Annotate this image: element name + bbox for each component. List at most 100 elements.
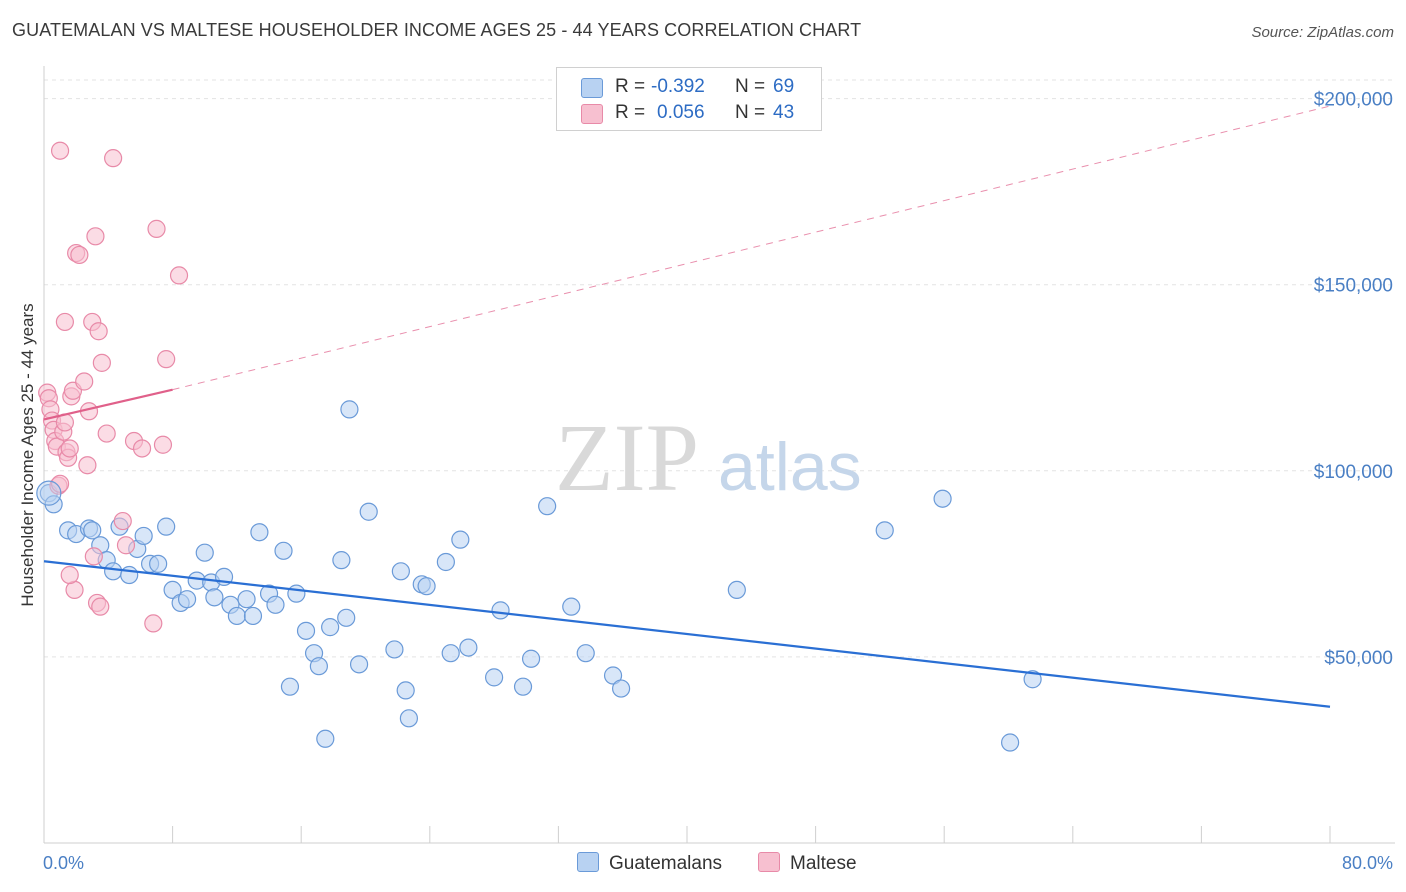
guatemalan-point <box>250 523 269 542</box>
guatemalan-point <box>163 580 182 600</box>
maltese-point <box>89 322 108 341</box>
watermark-atlas: atlas <box>718 429 862 505</box>
guatemalan-point <box>349 655 369 674</box>
guatemalan-point <box>933 489 952 508</box>
maltese-point <box>92 353 111 372</box>
maltese-point <box>153 435 173 454</box>
maltese-point <box>169 266 189 285</box>
guatemalan-point <box>205 588 224 607</box>
legend-r-label: R = <box>615 102 646 123</box>
guatemalan-point <box>391 562 410 581</box>
gridlines <box>44 79 1395 658</box>
guatemalan-point <box>451 530 470 549</box>
legend-n-value: 43 <box>773 102 795 123</box>
guatemalan-point <box>36 480 62 506</box>
guatemalan-point <box>83 521 102 540</box>
x-tick-labels: 0.0% 80.0% <box>43 853 1393 873</box>
guatemalan-point <box>195 543 214 562</box>
legend-swatch-guatemalans <box>577 852 599 872</box>
guatemalan-point <box>603 666 623 685</box>
watermark: ZIP atlas <box>555 404 862 511</box>
trend-lines <box>43 105 1331 708</box>
legend-n-label: N = <box>735 102 766 123</box>
guatemalan-point <box>227 606 246 626</box>
maltese-point <box>157 350 176 369</box>
x-tick-label: 80.0% <box>1342 853 1393 873</box>
guatemalan-point <box>309 657 328 676</box>
maltese-point <box>132 439 152 458</box>
legend-r-label: R = <box>615 76 646 97</box>
legend-swatch-maltese <box>758 852 780 872</box>
guatemalan-point <box>280 677 300 696</box>
y-tick-label: $50,000 <box>1324 648 1393 669</box>
maltese-point <box>144 614 163 633</box>
guatemalan-point <box>266 595 285 614</box>
y-tick-labels: $50,000 $100,000 $150,000 $200,000 <box>1314 90 1393 669</box>
guatemalan-point <box>491 601 510 620</box>
guatemalan-point <box>399 709 419 728</box>
x-tick-label: 0.0% <box>43 853 84 873</box>
y-tick-label: $150,000 <box>1314 276 1393 297</box>
maltese-point <box>50 474 70 493</box>
legend-label-maltese: Maltese <box>790 853 857 874</box>
guatemalan-point <box>157 517 176 536</box>
maltese-point <box>113 511 132 531</box>
guatemalan-point <box>538 497 557 516</box>
guatemalan-point <box>316 729 335 748</box>
maltese-trend-line <box>43 388 173 421</box>
guatemalan-point <box>562 597 581 616</box>
maltese-trend-line-dashed <box>172 105 1331 391</box>
guatemalan-point <box>243 606 263 626</box>
guatemalan-point <box>120 565 139 585</box>
guatemalan-point <box>459 638 478 657</box>
guatemalan-point <box>727 580 746 600</box>
guatemalan-point <box>359 502 378 521</box>
guatemalan-point <box>513 677 533 696</box>
maltese-point <box>97 424 116 443</box>
maltese-point <box>116 536 136 555</box>
maltese-point <box>91 597 110 616</box>
maltese-point <box>104 149 123 168</box>
y-tick-label: $200,000 <box>1314 90 1393 111</box>
guatemalan-point <box>340 400 359 419</box>
maltese-point <box>50 141 70 160</box>
axes <box>43 66 1395 844</box>
maltese-point <box>55 312 74 332</box>
guatemalan-point <box>134 526 153 546</box>
guatemalan-point <box>875 521 894 540</box>
guatemalan-point <box>149 554 168 573</box>
bottom-legend-guatemalans: Guatemalans <box>577 852 722 875</box>
chart-title: GUATEMALAN VS MALTESE HOUSEHOLDER INCOME… <box>12 20 862 40</box>
guatemalan-point <box>104 562 123 581</box>
legend-n-value: 69 <box>773 76 795 97</box>
legend-r-value: 0.056 <box>657 102 705 123</box>
guatemalan-point <box>237 590 256 609</box>
maltese-point <box>147 219 166 238</box>
guatemalan-point <box>485 668 504 687</box>
guatemalan-point <box>177 590 197 609</box>
maltese-point <box>60 439 79 458</box>
maltese-point <box>78 456 97 475</box>
maltese-point <box>60 565 79 585</box>
guatemalan-point <box>385 640 404 659</box>
guatemalan-point <box>1001 733 1020 752</box>
guatemalan-point <box>521 649 541 668</box>
guatemalan-point <box>396 681 415 700</box>
guatemalan-point <box>436 552 455 572</box>
guatemalans-trend-line <box>43 560 1331 708</box>
guatemalan-point <box>321 618 340 637</box>
legend-swatch-maltese <box>581 104 603 124</box>
guatemalan-point <box>576 644 595 663</box>
guatemalan-point <box>337 608 356 627</box>
source-label: Source: ZipAtlas.com <box>1251 24 1394 41</box>
guatemalan-point <box>611 679 631 698</box>
legend-n-label: N = <box>735 76 766 97</box>
maltese-point <box>84 547 103 566</box>
bottom-legend-maltese: Maltese <box>758 852 857 875</box>
maltese-point <box>70 245 89 265</box>
watermark-zip: ZIP <box>555 404 699 511</box>
data-points <box>36 141 1042 752</box>
guatemalan-point <box>296 621 316 640</box>
guatemalan-point <box>1023 670 1042 689</box>
